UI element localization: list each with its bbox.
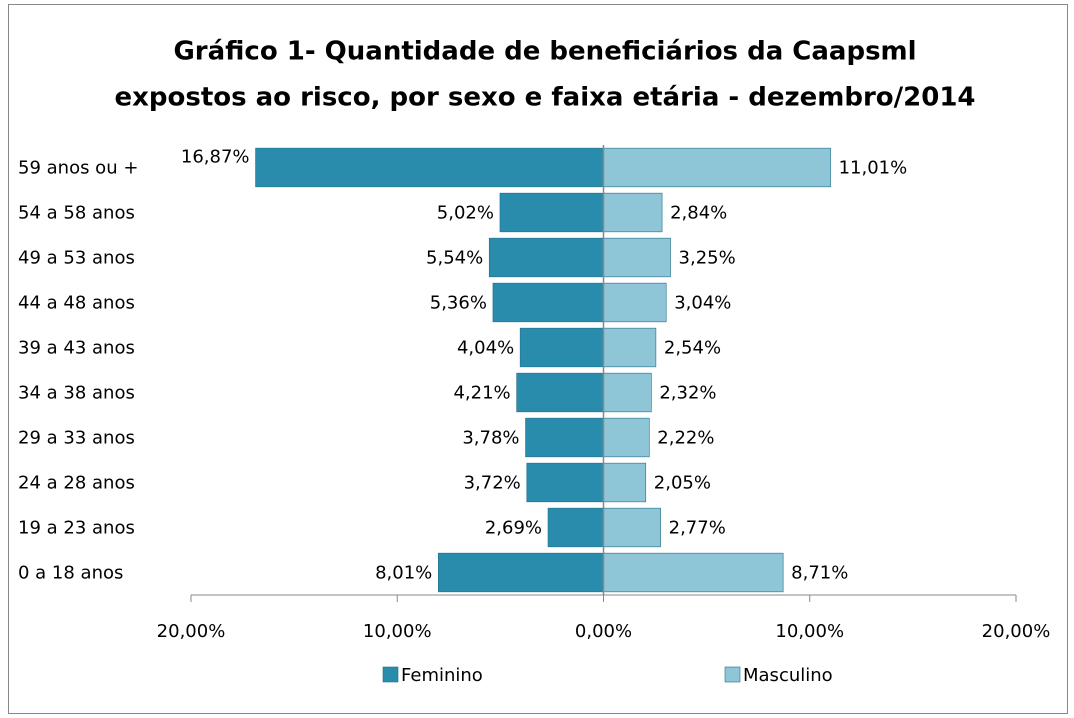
category-label: 44 a 48 anos xyxy=(18,293,135,314)
bar xyxy=(603,237,671,278)
bar xyxy=(603,282,667,323)
chart-title: Gráfico 1- Quantidade de beneficiários d… xyxy=(173,37,916,67)
category-label: 0 a 18 anos xyxy=(18,563,123,584)
bar xyxy=(519,327,604,368)
category-label: 19 a 23 anos xyxy=(18,518,135,539)
bar xyxy=(603,462,647,503)
chart-title: expostos ao risco, por sexo e faixa etár… xyxy=(114,83,975,113)
value-label: 5,02% xyxy=(437,203,494,224)
value-label: 2,22% xyxy=(657,428,714,449)
value-label: 5,36% xyxy=(430,293,487,314)
bar xyxy=(603,507,661,548)
legend-swatch xyxy=(382,666,399,683)
value-label: 2,32% xyxy=(659,383,716,404)
x-tick-label: 0,00% xyxy=(575,621,632,642)
value-label: 2,05% xyxy=(654,473,711,494)
category-label: 49 a 53 anos xyxy=(18,248,135,269)
value-label: 3,78% xyxy=(462,428,519,449)
category-label: 24 a 28 anos xyxy=(18,473,135,494)
bar xyxy=(255,147,604,188)
bar xyxy=(603,147,831,188)
value-label: 2,69% xyxy=(485,518,542,539)
x-tick-label: 20,00% xyxy=(157,621,226,642)
bar xyxy=(437,552,604,593)
value-label: 3,04% xyxy=(674,293,731,314)
legend-swatch xyxy=(724,666,741,683)
bar xyxy=(525,417,604,458)
value-label: 8,01% xyxy=(375,563,432,584)
value-label: 3,72% xyxy=(464,473,521,494)
bar xyxy=(603,552,784,593)
category-label: 29 a 33 anos xyxy=(18,428,135,449)
value-label: 3,25% xyxy=(679,248,736,269)
value-label: 5,54% xyxy=(426,248,483,269)
bar xyxy=(603,372,652,413)
bar xyxy=(603,192,663,233)
bar xyxy=(603,327,657,368)
value-label: 2,84% xyxy=(670,203,727,224)
category-label: 59 anos ou + xyxy=(18,158,138,179)
bar xyxy=(488,237,604,278)
category-label: 54 a 58 anos xyxy=(18,203,135,224)
legend-label: Masculino xyxy=(743,665,833,686)
x-tick-label: 10,00% xyxy=(363,621,432,642)
x-tick-label: 20,00% xyxy=(982,621,1051,642)
category-label: 39 a 43 anos xyxy=(18,338,135,359)
bar xyxy=(492,282,604,323)
bar xyxy=(499,192,604,233)
bar xyxy=(603,417,650,458)
x-tick-label: 10,00% xyxy=(775,621,844,642)
value-label: 2,77% xyxy=(669,518,726,539)
value-label: 16,87% xyxy=(181,147,250,168)
value-label: 4,04% xyxy=(457,338,514,359)
value-label: 8,71% xyxy=(791,563,848,584)
value-label: 4,21% xyxy=(453,383,510,404)
value-label: 2,54% xyxy=(664,338,721,359)
category-label: 34 a 38 anos xyxy=(18,383,135,404)
legend-label: Feminino xyxy=(401,665,483,686)
value-label: 11,01% xyxy=(839,158,908,179)
bar xyxy=(516,372,604,413)
bar xyxy=(547,507,604,548)
bar xyxy=(526,462,604,503)
